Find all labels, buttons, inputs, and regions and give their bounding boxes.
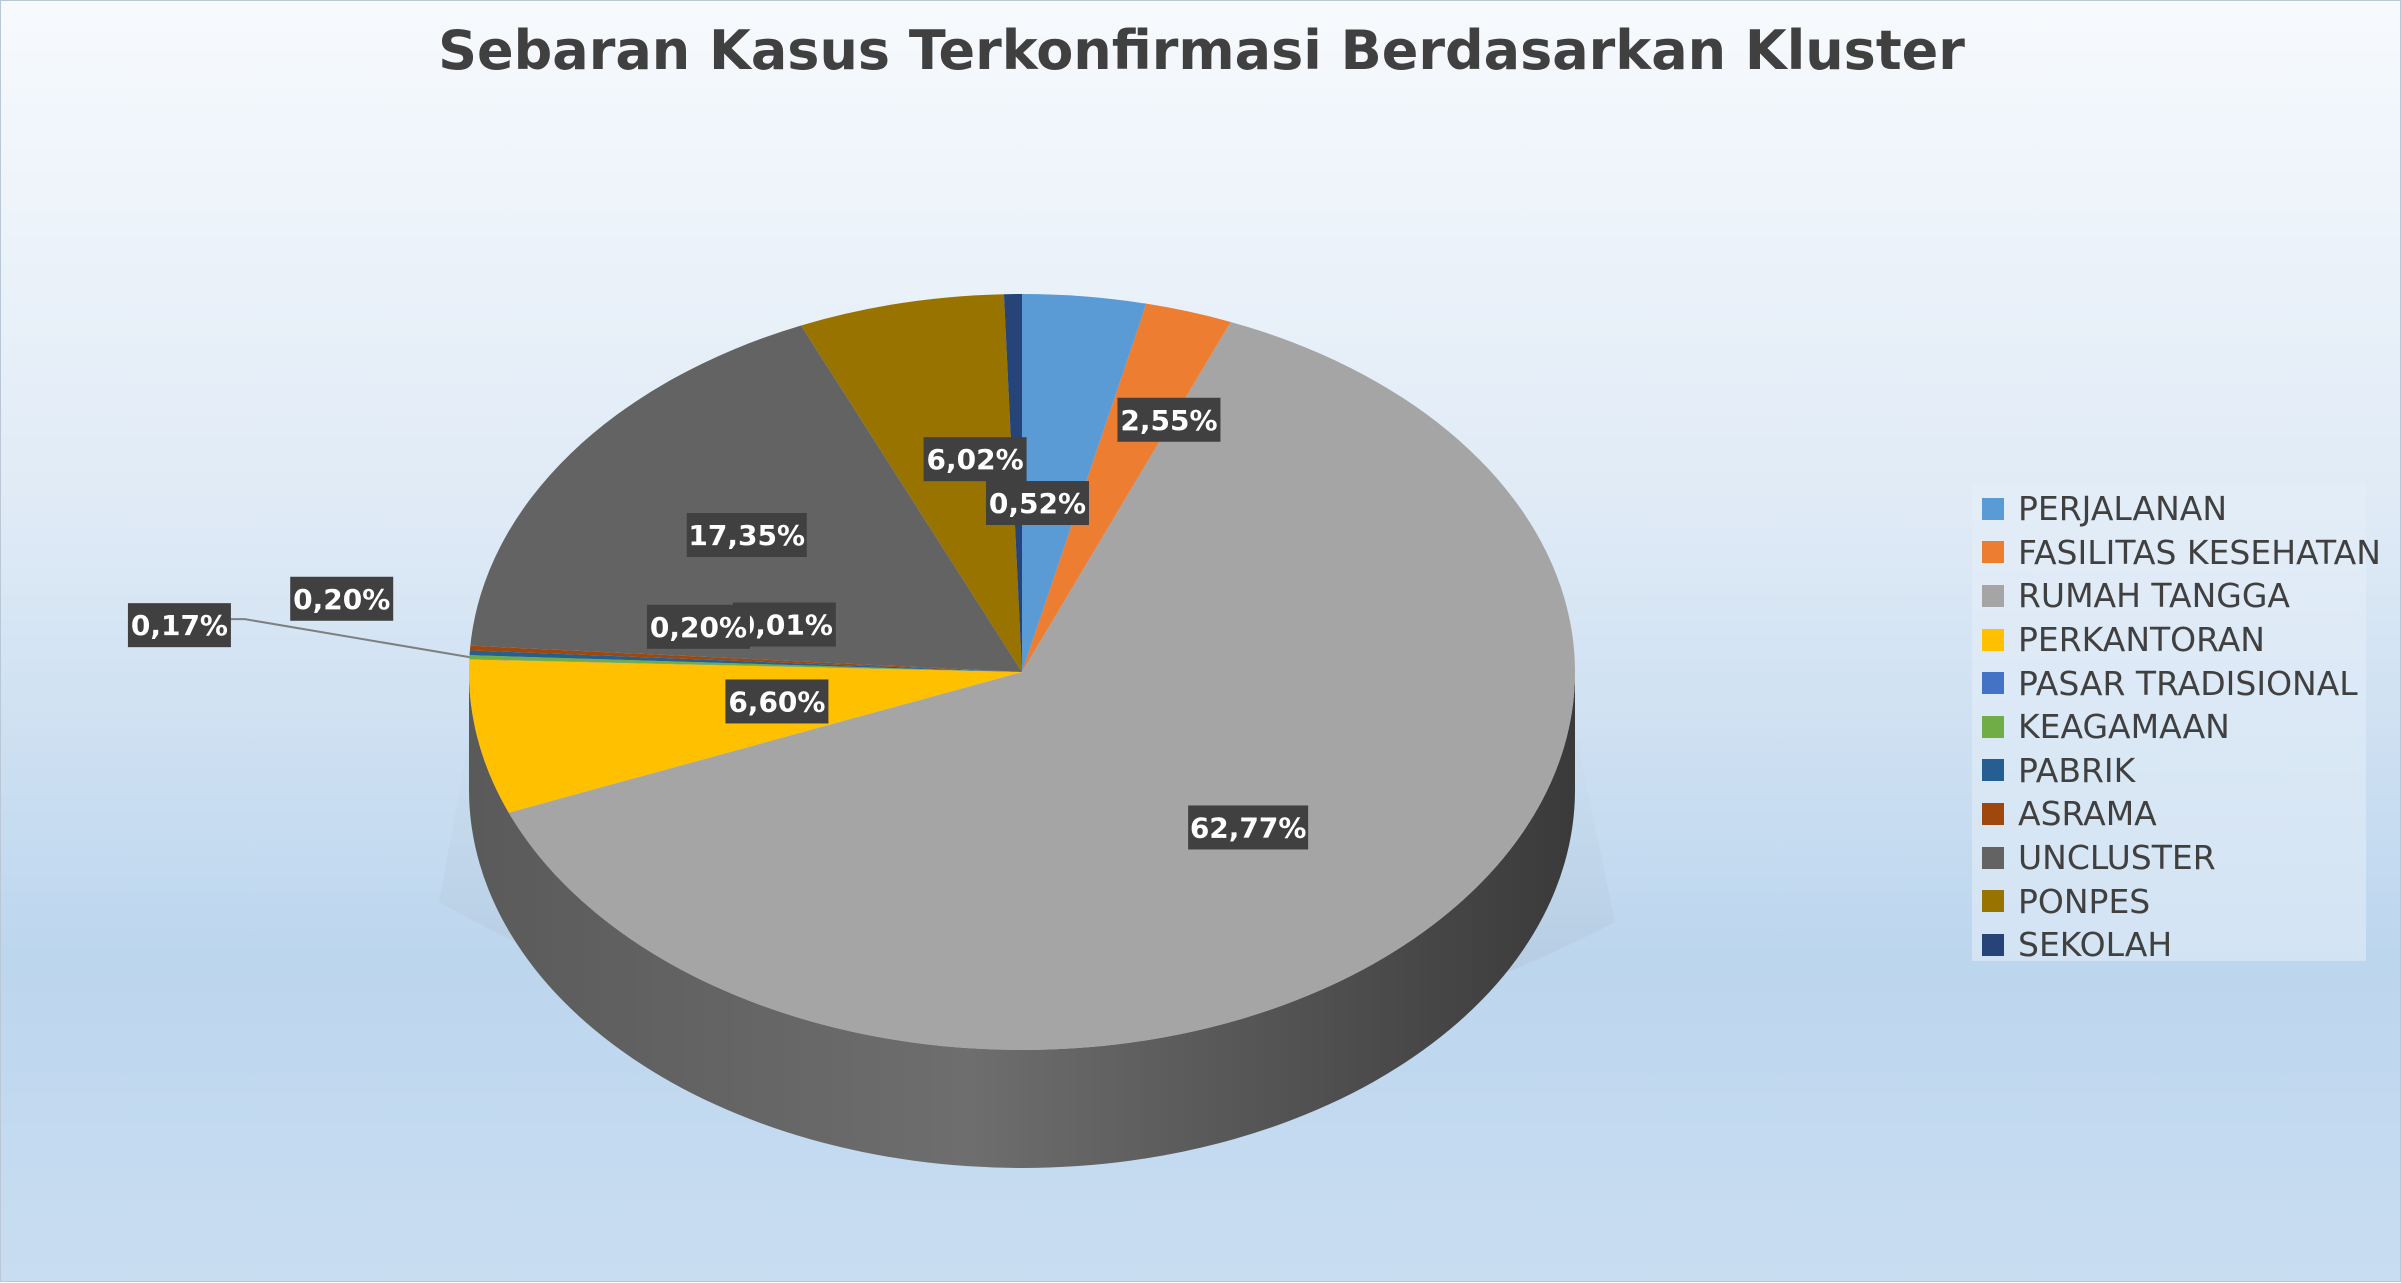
data-label-ponpes: 6,02% <box>923 437 1027 482</box>
svg-text:0,01%: 0,01% <box>736 609 833 642</box>
svg-text:6,60%: 6,60% <box>728 685 825 718</box>
legend-label: FASILITAS KESEHATAN <box>2018 532 2381 572</box>
legend-swatch <box>1982 541 2004 564</box>
legend-label: PERJALANAN <box>2018 489 2228 529</box>
svg-text:2,55%: 2,55% <box>1120 404 1217 437</box>
pie-slice-asrama <box>469 645 1022 672</box>
legend-item-uncluster: UNCLUSTER <box>1982 836 2366 880</box>
pie-slice-uncluster <box>470 325 1023 672</box>
legend-label: UNCLUSTER <box>2018 838 2216 878</box>
legend-swatch <box>1982 802 2004 825</box>
svg-text:0,20%: 0,20% <box>650 611 747 644</box>
pie-slice-pasar-tradisional <box>469 659 1022 672</box>
legend-label: PABRIK <box>2018 750 2136 790</box>
legend-item-keagamaan: KEAGAMAAN <box>1982 705 2366 749</box>
svg-text:6,02%: 6,02% <box>927 443 1024 476</box>
data-label-sekolah: 0,52% <box>985 481 1089 526</box>
legend-swatch <box>1982 672 2004 695</box>
legend-item-perkantoran: PERKANTORAN <box>1982 618 2366 662</box>
legend-item-ponpes: PONPES <box>1982 879 2366 923</box>
legend-item-sekolah: SEKOLAH <box>1982 923 2366 967</box>
legend-label: KEAGAMAAN <box>2018 707 2230 747</box>
legend-item-pasar-tradisional: PASAR TRADISIONAL <box>1982 661 2366 705</box>
data-label-pabrik: 0,20% <box>290 576 394 621</box>
svg-text:17,35%: 17,35% <box>688 519 805 552</box>
data-label-asrama: 0,20% <box>646 604 750 649</box>
pie-slice-ponpes <box>801 294 1022 672</box>
leader-line-keagamaan <box>230 618 470 659</box>
pie-slice-rumah-tangga <box>508 321 1576 1050</box>
legend-label: PONPES <box>2018 881 2151 921</box>
data-label-rumah-tangga: 62,77% <box>1188 805 1309 850</box>
data-label-keagamaan: 0,17% <box>127 603 231 648</box>
svg-text:0,17%: 0,17% <box>131 609 228 642</box>
data-label-pasar-tradisional: 0,01% <box>732 602 836 647</box>
pie-slice-keagamaan <box>469 655 1023 672</box>
legend-swatch <box>1982 890 2004 913</box>
legend-item-fasilitas-kesehatan: FASILITAS KESEHATAN <box>1982 531 2381 575</box>
chart-title: Sebaran Kasus Terkonfirmasi Berdasarkan … <box>438 19 1965 82</box>
legend-item-perjalanan: PERJALANAN <box>1982 487 2366 531</box>
legend-swatch <box>1982 759 2004 782</box>
legend-item-pabrik: PABRIK <box>1982 749 2366 793</box>
legend-swatch <box>1982 933 2004 956</box>
legend-swatch <box>1982 497 2004 520</box>
data-label-fasilitas-kesehatan: 2,55% <box>1117 397 1221 442</box>
legend-label: PERKANTORAN <box>2018 620 2265 660</box>
pie-slice-perkantoran <box>469 659 1022 813</box>
pie-slice-pabrik <box>469 650 1022 672</box>
legend-label: ASRAMA <box>2018 794 2157 834</box>
legend-label: RUMAH TANGGA <box>2018 576 2291 616</box>
legend-swatch <box>1982 715 2004 738</box>
legend: PERJALANAN FASILITAS KESEHATAN RUMAH TANGG… <box>1972 483 2381 964</box>
svg-text:0,52%: 0,52% <box>989 487 1086 520</box>
legend-swatch <box>1982 628 2004 651</box>
legend-swatch <box>1982 846 2004 869</box>
legend-label: SEKOLAH <box>2018 925 2173 965</box>
svg-text:62,77%: 62,77% <box>1190 811 1307 844</box>
pie-slice-fasilitas-kesehatan <box>1022 303 1231 672</box>
legend-item-asrama: ASRAMA <box>1982 792 2366 836</box>
pie-side-wall <box>469 672 1575 1168</box>
svg-text:0,20%: 0,20% <box>293 583 390 616</box>
data-label-uncluster: 17,35% <box>686 513 807 558</box>
legend-item-rumah-tangga: RUMAH TANGGA <box>1982 574 2366 618</box>
legend-label: PASAR TRADISIONAL <box>2018 663 2358 703</box>
data-label-perkantoran: 6,60% <box>725 679 829 724</box>
legend-swatch <box>1982 584 2004 607</box>
